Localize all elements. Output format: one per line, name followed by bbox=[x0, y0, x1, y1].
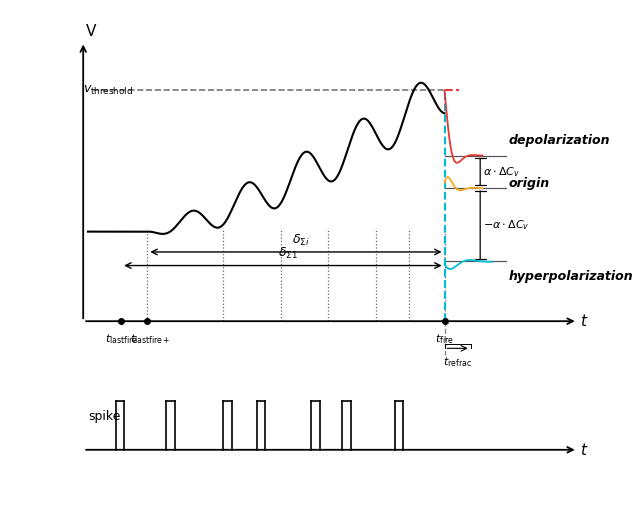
Text: $\alpha \cdot \Delta C_v$: $\alpha \cdot \Delta C_v$ bbox=[483, 165, 520, 179]
Text: $v_{\rm threshold}$: $v_{\rm threshold}$ bbox=[83, 84, 133, 97]
Text: $-\alpha \cdot \Delta C_v$: $-\alpha \cdot \Delta C_v$ bbox=[483, 218, 529, 232]
Text: origin: origin bbox=[509, 177, 550, 190]
Text: depolarization: depolarization bbox=[509, 134, 610, 147]
Text: $t_{\rm lastfire}$: $t_{\rm lastfire}$ bbox=[105, 332, 138, 346]
Text: hyperpolarization: hyperpolarization bbox=[509, 270, 634, 283]
Text: $t_{\rm fire}$: $t_{\rm fire}$ bbox=[435, 332, 454, 346]
Text: $t_{\rm refrac}$: $t_{\rm refrac}$ bbox=[444, 355, 472, 369]
Text: $\delta_{\Sigma i}$: $\delta_{\Sigma i}$ bbox=[292, 233, 310, 248]
Text: $t_{\rm lastfire+}$: $t_{\rm lastfire+}$ bbox=[129, 332, 170, 346]
Text: spike: spike bbox=[88, 409, 120, 423]
Text: $t$: $t$ bbox=[580, 442, 588, 458]
Text: $\delta_{\Sigma 1}$: $\delta_{\Sigma 1}$ bbox=[278, 247, 298, 262]
Text: $t$: $t$ bbox=[580, 313, 588, 329]
Text: V: V bbox=[86, 24, 96, 39]
